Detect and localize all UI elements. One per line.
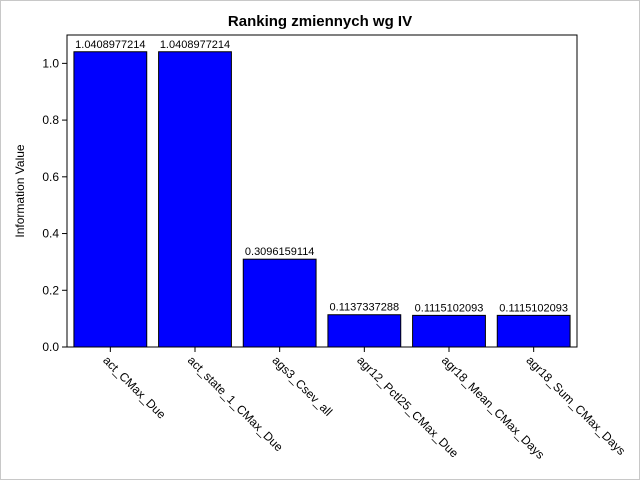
x-axis: act_CMax_Due act_state_1_CMax_Dueags3_Cse…: [100, 347, 628, 462]
bar-value-label: 1.0408977214: [75, 39, 145, 51]
y-axis-label: Information Value: [13, 144, 27, 237]
bar: [242, 258, 317, 348]
y-tick-label: 0.4: [42, 227, 59, 241]
bar: [412, 314, 486, 348]
y-axis: 0.0 0.2 0.4 0.6 0.8 1.0: [42, 56, 67, 354]
bar-value-label: 1.0408977214: [160, 39, 230, 51]
bar-value-label: 0.1115102093: [415, 302, 484, 314]
x-tick-label: ags3_Csev_all: [270, 353, 336, 419]
x-tick-label: agr18_Sum_CMax_Days: [524, 353, 629, 458]
bar: [158, 51, 232, 348]
x-tick-label: act_state_1_CMax_Due: [185, 353, 286, 454]
bar: [496, 314, 571, 348]
bar-value-label: 0.3096159114: [245, 246, 315, 258]
y-tick-label: 1.0: [42, 56, 59, 70]
y-tick-label: 0.2: [42, 283, 59, 297]
y-tick-label: 0.0: [42, 340, 59, 354]
bars-group: 1.0408977214 1.0408977214 0.3096159114 0.11…: [73, 39, 571, 348]
bar-value-label: 0.1137337288: [330, 302, 400, 314]
chart-title: Ranking zmiennych wg IV: [228, 13, 412, 30]
y-tick-label: 0.6: [42, 170, 59, 184]
x-tick-label: act_CMax_Due: [100, 353, 169, 422]
plot-area: [66, 34, 578, 348]
bar: [327, 314, 402, 348]
y-tick-label: 0.8: [42, 113, 59, 127]
bar-value-label: 0.1115102093: [499, 302, 568, 314]
bar: [73, 51, 148, 348]
